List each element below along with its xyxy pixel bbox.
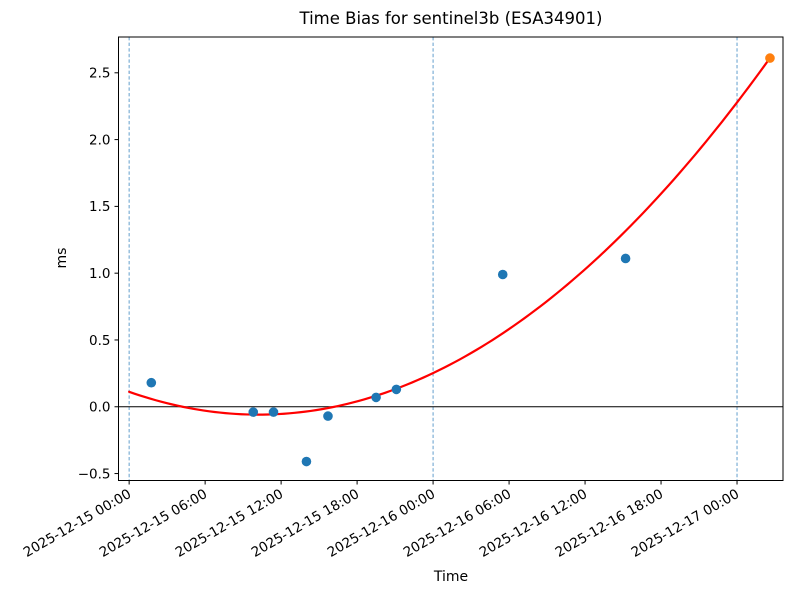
time-bias-observations-point <box>146 377 157 388</box>
quadratic-fit-line <box>128 56 772 416</box>
time-bias-observations-point <box>248 407 259 417</box>
time-bias-observations-point <box>301 456 312 467</box>
y-tick-label: −0.5 <box>78 466 111 482</box>
time-bias-observations-point <box>497 269 508 280</box>
y-tick-label: 2.0 <box>89 132 110 148</box>
latest-observation-point <box>765 53 775 63</box>
y-tick-label: 1.5 <box>89 199 110 215</box>
axes-spines <box>118 36 784 481</box>
y-tick-label: 1.0 <box>89 266 110 282</box>
time-bias-observations-point <box>620 253 631 264</box>
y-tick-label: 2.5 <box>89 66 110 82</box>
y-axis-label: ms <box>54 248 70 269</box>
time-bias-observations-point <box>268 407 279 417</box>
x-axis-label: Time <box>433 569 468 585</box>
time-bias-observations-point <box>391 384 402 395</box>
y-tick-label: 0.5 <box>89 333 110 349</box>
time-bias-observations-point <box>371 392 381 403</box>
y-tick-label: 0.0 <box>89 400 110 416</box>
time-bias-observations-point <box>323 411 333 421</box>
chart-title: Time Bias for sentinel3b (ESA34901) <box>299 9 603 28</box>
